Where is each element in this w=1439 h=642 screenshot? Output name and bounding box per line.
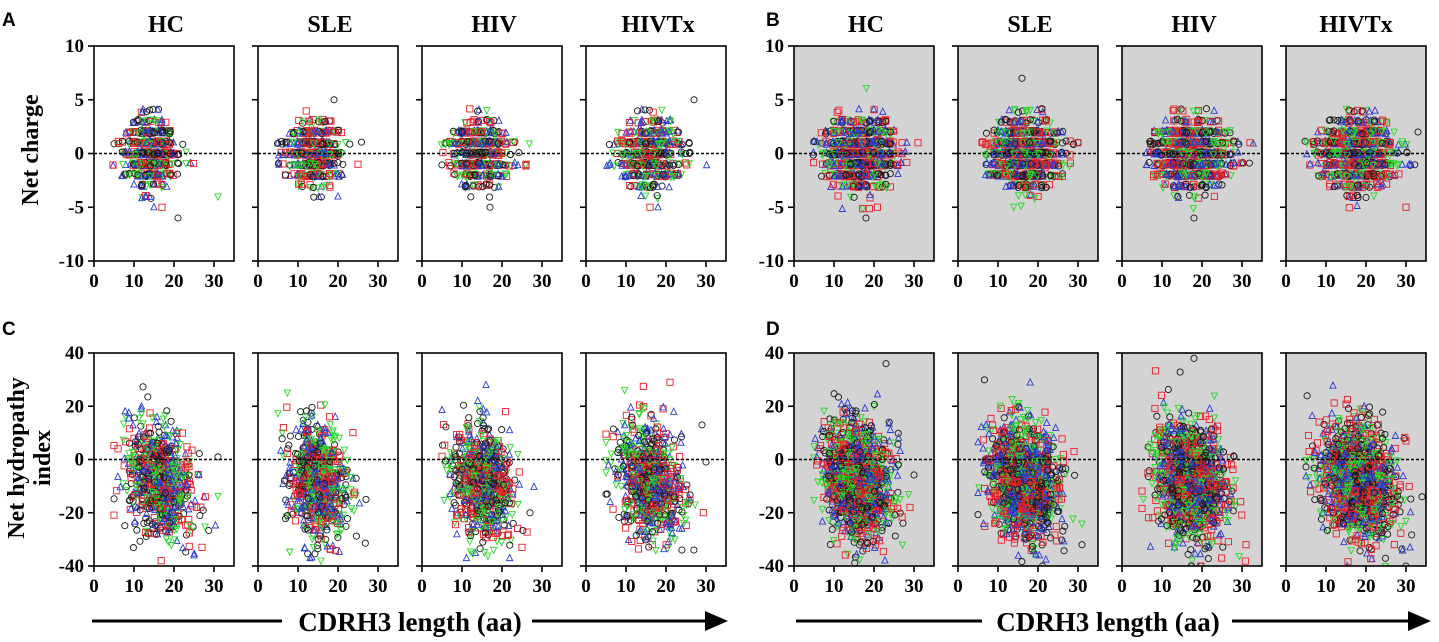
x-tick-label: 0 [581,271,591,292]
column-title-hiv-right: HIV [1171,12,1217,38]
panel-b: 0 10 20 301050-5-100 10 20 30 0 10 20 30 0 10 20 30 [759,36,1426,292]
column-title-hivtx-right: HIVTx [1319,12,1392,38]
y-tick-label: -5 [68,197,84,218]
figure: A B C D HC SLE HIV HIVTx HC SLE HIV HIVT… [0,0,1439,642]
x-tick-label: 10 [289,271,308,292]
subplot-a-hc: 0 10 20 30 10 5 0 -5 -10 [59,36,234,292]
x-tick-label: 20 [165,271,184,292]
x-tick-label: 30 [905,271,924,292]
y-tick-label: -10 [59,251,84,272]
x-tick-label: 10 [989,271,1008,292]
x-tick-label: 30 [1233,271,1252,292]
x-tick-label: 30 [533,271,552,292]
subplot-b-hiv: 0 10 20 30 [1116,46,1262,292]
x-tick-label: 30 [369,271,388,292]
x-tick-label: 10 [1153,271,1172,292]
x-tick-label: 20 [657,271,676,292]
column-title-sle-right: SLE [1007,12,1052,38]
x-tick-label: 20 [1193,271,1212,292]
x-tick-label: 10 [617,271,636,292]
x-tick-label: 0 [953,271,963,292]
y-tick-label: 0 [775,144,785,165]
y-tick-label: 5 [75,90,85,111]
y-tick-label: -10 [759,251,784,272]
panels: 0 10 20 301050-5-100 10 20 30 0 10 20 30 0 10 20 30 0 10… [59,36,1426,597]
column-title-sle-left: SLE [307,12,352,38]
x-tick-label: 10 [125,271,144,292]
subplot-a-sle: 0 10 20 30 [252,46,398,292]
subplot-b-hc: 0 10 20 30 10 5 0 -5 -10 [759,36,934,292]
x-tick-label: 10 [453,271,472,292]
y-tick-label: 0 [75,144,85,165]
y-tick-label: 10 [765,36,784,57]
column-title-hc-left: HC [148,12,184,38]
x-tick-label: 0 [789,271,799,292]
x-tick-label: 30 [697,271,716,292]
x-tick-label: 20 [865,271,884,292]
column-title-hc-right: HC [848,12,884,38]
column-title-hiv-left: HIV [471,12,517,38]
x-tick-label: 0 [253,271,263,292]
subplot-a-hiv: 0 10 20 30 [416,46,562,292]
x-tick-label: 0 [417,271,427,292]
x-tick-label: 0 [1117,271,1127,292]
subplot-b-sle: 0 10 20 30 [952,46,1098,292]
subplot-a-hivtx: 0 10 20 30 [580,46,726,292]
x-tick-label: 20 [1029,271,1048,292]
panel-a: 0 10 20 301050-5-100 10 20 30 0 10 20 30 0 10 20 30 [59,36,726,292]
x-tick-label: 20 [329,271,348,292]
y-tick-label: 5 [775,90,785,111]
subplot-b-hivtx: 0 10 20 30 [1280,46,1426,292]
panel-letter-d: D [766,319,780,340]
x-tick-label: 20 [493,271,512,292]
y-axis-label-net-charge: Net charge [18,94,44,206]
column-title-hivtx-left: HIVTx [621,12,694,38]
panel-letter-c: C [2,319,16,340]
y-tick-label: -5 [768,197,784,218]
panel-letter-b: B [766,10,780,31]
x-tick-label: 30 [205,271,224,292]
y-tick-label: 10 [65,36,84,57]
y-axis-label-hydropathy-line2: index [30,430,56,486]
panel-letter-a: A [2,10,16,31]
x-tick-label: 30 [1069,271,1088,292]
x-tick-label: 0 [89,271,99,292]
y-axis-label-hydropathy-line1: Net hydropathy [4,377,30,539]
x-tick-label: 10 [825,271,844,292]
